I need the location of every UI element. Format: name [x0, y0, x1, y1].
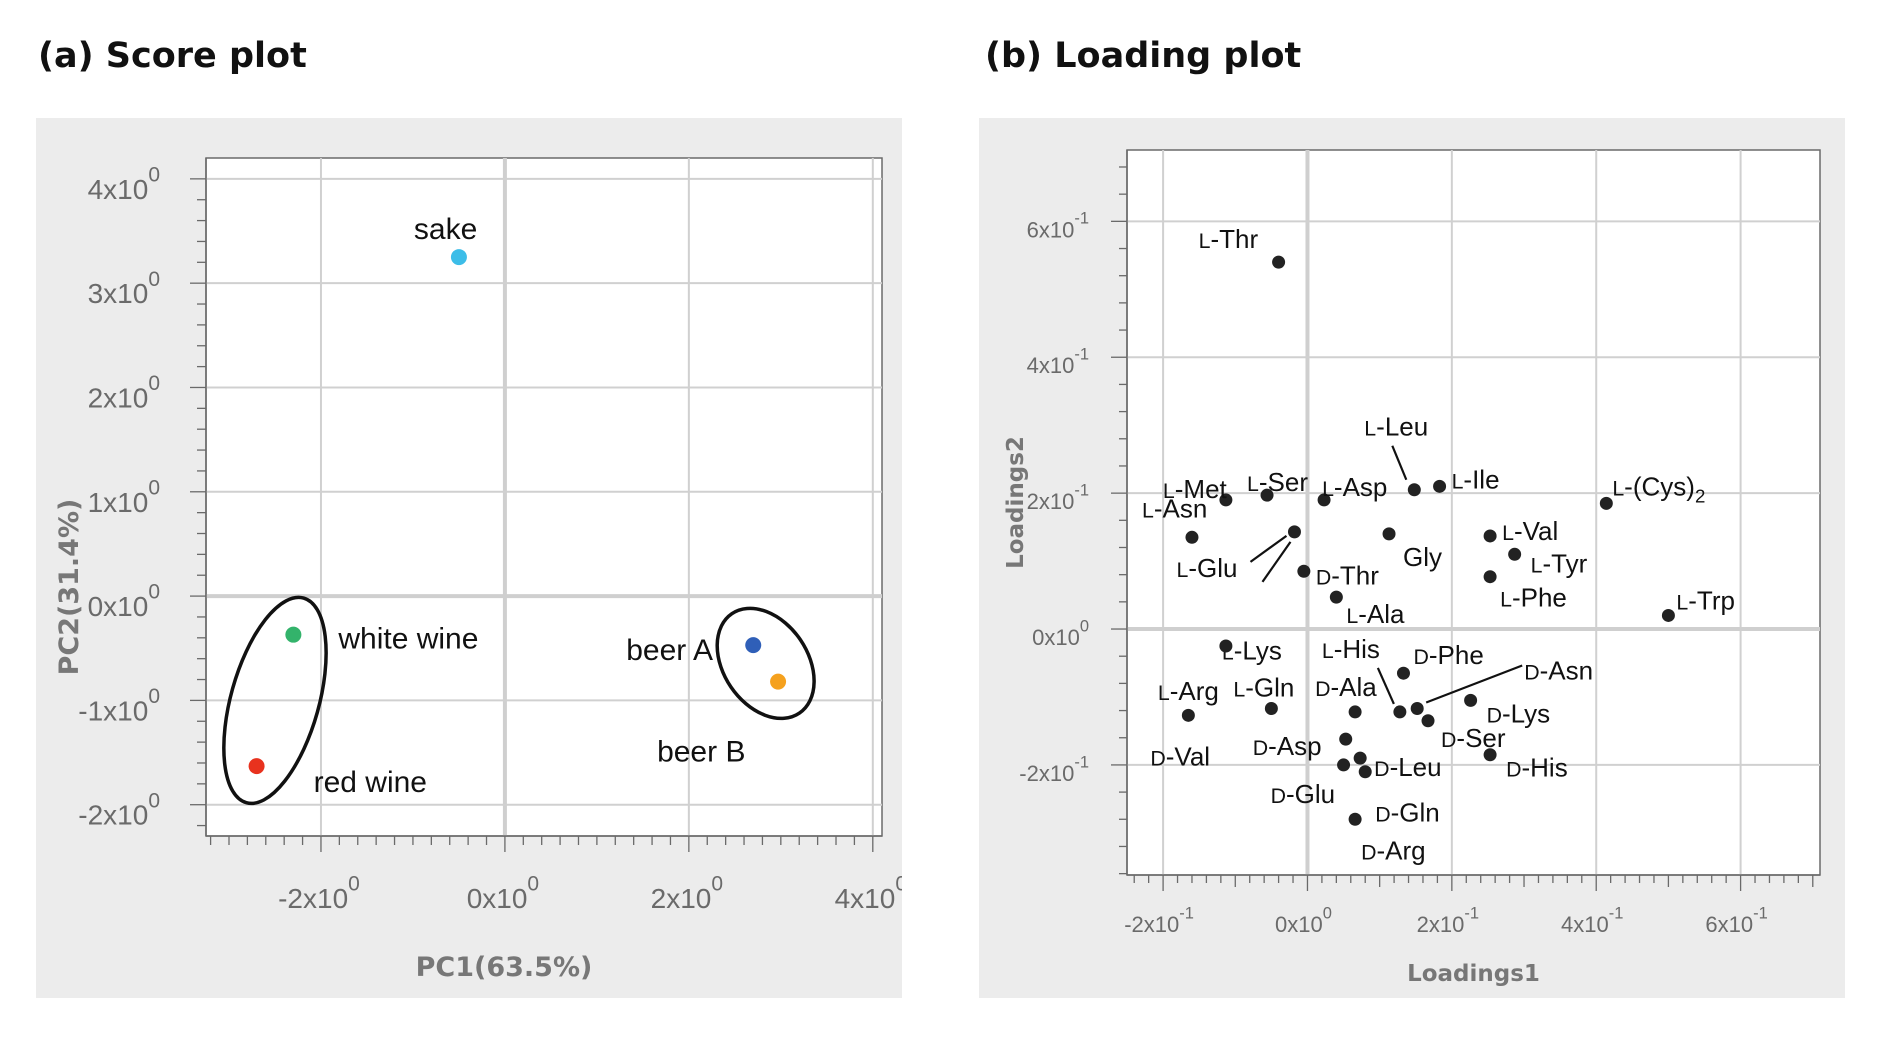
label-d-his: D-His [1506, 753, 1568, 783]
point-beer-a [745, 637, 762, 654]
leader-l-leu [1391, 445, 1408, 481]
label-beer-a: beer A [626, 634, 713, 667]
label-white-wine: white wine [337, 623, 478, 656]
point-d-asn [1410, 702, 1424, 716]
label-l-ala: L-Ala [1346, 599, 1405, 629]
label-d-asp: D-Asp [1253, 731, 1322, 761]
x-axis-title: Loadings1 [1407, 961, 1540, 987]
point-d-asp [1339, 732, 1353, 746]
point-l-asp [1317, 493, 1331, 507]
point-l-trp [1661, 608, 1675, 622]
label-red-wine: red wine [314, 766, 427, 799]
point-l-tyr [1508, 547, 1522, 561]
label-d-thr: D-Thr [1316, 560, 1379, 590]
label-d-glu: D-Glu [1271, 779, 1336, 809]
group-ellipse [715, 606, 816, 721]
label-beer-b: beer B [657, 736, 745, 769]
point-d-phe [1396, 666, 1410, 680]
data-points: L-Thr L-Leu L-Ile L-Met L-Ser L-Asp L-(Cys)2 L-… [1142, 224, 1735, 865]
point-d-ser [1421, 714, 1435, 728]
label-l-his: L-His [1322, 634, 1380, 664]
label-l-ser: L-Ser [1247, 467, 1308, 497]
label-l-met: L-Met [1163, 474, 1228, 504]
label-l-gln: L-Gln [1233, 673, 1294, 703]
label-gly: Gly [1403, 542, 1442, 572]
label-d-ala: D-Ala [1315, 672, 1377, 702]
score-plot: -2x100 0x100 2x100 4x100-2x100-1x1000x1001x… [36, 118, 902, 998]
label-d-gln: D-Gln [1375, 798, 1440, 828]
point-l-val [1483, 529, 1497, 543]
plot-area [205, 157, 883, 837]
label-sake: sake [414, 213, 477, 246]
leader-lines [1249, 445, 1523, 705]
point-beer-b [770, 673, 787, 690]
label-l-cys-2: L-(Cys)2 [1612, 471, 1705, 506]
point-d-glu [1337, 758, 1351, 772]
point-l-ser [1260, 488, 1274, 502]
point-l-thr [1272, 255, 1286, 269]
point-l-ala [1329, 590, 1343, 604]
data-points: sake white wine red wine beer A beer B [248, 213, 787, 799]
point-d-gln [1358, 765, 1372, 779]
point-l-glu [1287, 525, 1301, 539]
point-red-wine [248, 758, 265, 775]
label-d-leu: D-Leu [1374, 752, 1441, 782]
point-l-cys-2 [1599, 496, 1613, 510]
label-d-arg: D-Arg [1361, 835, 1426, 865]
point-l-ile [1433, 479, 1447, 493]
point-l-leu [1407, 483, 1421, 497]
loading-plot-title: (b) Loading plot [985, 36, 1302, 76]
plot-area [1126, 149, 1821, 876]
label-l-asp: L-Asp [1322, 472, 1387, 502]
point-l-gln [1264, 702, 1278, 716]
label-l-arg: L-Arg [1158, 676, 1219, 706]
point-l-phe [1483, 570, 1497, 584]
point-d-his [1483, 748, 1497, 762]
point-d-val [1181, 708, 1195, 722]
label-d-ser: D-Ser [1441, 723, 1506, 753]
point-d-leu [1353, 751, 1367, 765]
label-l-val: L-Val [1502, 516, 1558, 546]
gridlines [206, 158, 882, 836]
gridlines [1127, 150, 1820, 875]
point-l-his [1393, 705, 1407, 719]
label-d-val: D-Val [1150, 741, 1210, 771]
leader-l-glu [1249, 534, 1288, 563]
point-white-wine [285, 626, 302, 643]
point-sake [450, 249, 467, 266]
leader-l-his [1376, 667, 1395, 705]
point-gly [1382, 527, 1396, 541]
loading-plot: -2x10-1 0x100 2x10-1 4x10-1 6x10-1-2x10-10x1… [979, 118, 1845, 998]
group-outlines [222, 595, 816, 806]
label-l-thr: L-Thr [1199, 224, 1259, 254]
label-d-asn: D-Asn [1524, 656, 1593, 686]
label-d-lys: D-Lys [1487, 698, 1551, 728]
y-axis-title: PC2(31.4%) [54, 499, 85, 676]
point-l-lys [1297, 564, 1311, 578]
label-l-asn: L-Asn [1142, 493, 1207, 523]
leader-l-lys [1261, 541, 1292, 583]
label-l-leu: L-Leu [1364, 412, 1428, 442]
label-l-glu: L-Glu [1176, 553, 1237, 583]
x-axis-title: PC1(63.5%) [416, 952, 593, 983]
label-l-trp: L-Trp [1676, 585, 1735, 615]
leader-d-asn [1425, 664, 1523, 704]
score-plot-title: (a) Score plot [38, 36, 307, 76]
point-d-arg [1348, 812, 1362, 826]
label-l-lys: L-Lys [1222, 635, 1282, 665]
y-axis-title: Loadings2 [1003, 436, 1029, 569]
point-l-asn [1185, 530, 1199, 544]
axis-ticks [190, 178, 874, 852]
point-d-lys [1464, 693, 1478, 707]
point-l-arg [1219, 639, 1233, 653]
label-d-phe: D-Phe [1413, 640, 1483, 670]
point-l-met [1219, 493, 1233, 507]
point-d-ala [1348, 705, 1362, 719]
group-ellipse [222, 595, 328, 806]
label-l-tyr: L-Tyr [1531, 548, 1588, 578]
label-l-ile: L-Ile [1452, 464, 1500, 494]
axis-ticks [1111, 166, 1814, 891]
label-l-phe: L-Phe [1500, 583, 1567, 613]
